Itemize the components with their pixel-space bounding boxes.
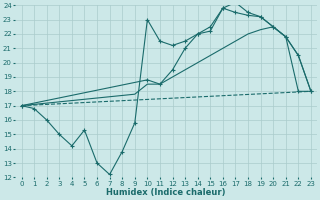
X-axis label: Humidex (Indice chaleur): Humidex (Indice chaleur) <box>107 188 226 197</box>
